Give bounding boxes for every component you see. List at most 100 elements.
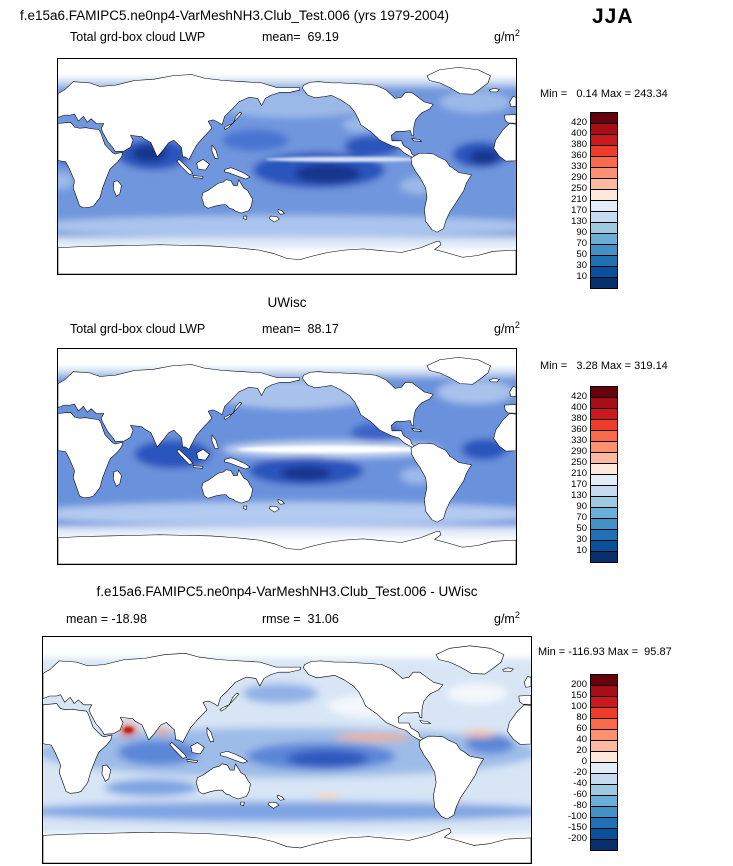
colorbar-tick-label: 130 — [571, 216, 587, 227]
colorbar-tick-label: -150 — [567, 822, 587, 833]
colorbar-cell — [591, 795, 617, 806]
map-difference — [42, 636, 532, 864]
panel1-variable-label: Total grd-box cloud LWP — [70, 30, 206, 44]
colorbar-cell — [591, 441, 617, 452]
panel1-minmax-label: Min = 0.14 Max = 243.34 — [540, 88, 668, 100]
panel3-minmax-label: Min = -116.93 Max = 95.87 — [538, 646, 672, 658]
colorbar-tick-label: 380 — [571, 139, 587, 150]
colorbar-tick-label: 170 — [571, 205, 587, 216]
colorbar-cell — [591, 773, 617, 784]
colorbar-tick-label: 330 — [571, 161, 587, 172]
colorbar-tick-label: 360 — [571, 424, 587, 435]
colorbar-cell — [591, 839, 617, 850]
colorbar-cell — [591, 113, 617, 123]
colorbar-cell — [591, 685, 617, 696]
colorbar-tick-label: -20 — [573, 767, 587, 778]
colorbar-cell — [591, 540, 617, 551]
colorbar-tick-label: 210 — [571, 194, 587, 205]
colorbar-cell — [591, 806, 617, 817]
panel3-colorbar-labels: 200 150 100 80 60 40 20 0 -20 -40 -60 -80 -100 -150 -2… — [557, 674, 587, 851]
colorbar-tick-label: 150 — [571, 690, 587, 701]
colorbar-cell — [591, 387, 617, 397]
colorbar-tick-label: 400 — [571, 128, 587, 139]
panel1-colorbar-cells — [590, 112, 618, 289]
colorbar-tick-label: 250 — [571, 457, 587, 468]
colorbar-tick-label: 380 — [571, 413, 587, 424]
panel1-units-label: g/m2 — [494, 28, 520, 45]
colorbar-cell — [591, 277, 617, 288]
panel1-colorbar: 420 400 380 360 330 290 250 210 170 130 90 70 50 30 10 — [557, 112, 618, 289]
colorbar-tick-label: 130 — [571, 490, 587, 501]
colorbar-cell — [591, 529, 617, 540]
colorbar-tick-label: 60 — [576, 723, 587, 734]
panel3-rmse-label: rmse = 31.06 — [262, 612, 339, 626]
colorbar-cell — [591, 817, 617, 828]
colorbar-cell — [591, 244, 617, 255]
colorbar-cell — [591, 496, 617, 507]
colorbar-tick-label: -200 — [567, 833, 587, 844]
panel2-mean-label: mean= 88.17 — [262, 322, 339, 336]
colorbar-tick-label: 420 — [571, 117, 587, 128]
colorbar-cell — [591, 485, 617, 496]
colorbar-tick-label: 80 — [576, 712, 587, 723]
panel3-colorbar: 200 150 100 80 60 40 20 0 -20 -40 -60 -80 -100 -150 -2… — [557, 674, 618, 851]
colorbar-cell — [591, 211, 617, 222]
map-uwisc-lwp — [57, 348, 517, 565]
colorbar-tick-label: 40 — [576, 734, 587, 745]
colorbar-cell — [591, 189, 617, 200]
colorbar-tick-label: 210 — [571, 468, 587, 479]
colorbar-cell — [591, 707, 617, 718]
colorbar-tick-label: 170 — [571, 479, 587, 490]
colorbar-cell — [591, 266, 617, 277]
colorbar-cell — [591, 675, 617, 685]
colorbar-tick-label: -60 — [573, 789, 587, 800]
map-model-lwp — [57, 58, 517, 275]
colorbar-tick-label: 290 — [571, 172, 587, 183]
colorbar-tick-label: 30 — [576, 534, 587, 545]
colorbar-cell — [591, 145, 617, 156]
colorbar-tick-label: 330 — [571, 435, 587, 446]
colorbar-tick-label: 30 — [576, 260, 587, 271]
colorbar-tick-label: 70 — [576, 512, 587, 523]
colorbar-cell — [591, 397, 617, 408]
colorbar-cell — [591, 463, 617, 474]
colorbar-cell — [591, 156, 617, 167]
panel3-colorbar-cells — [590, 674, 618, 851]
page-title: f.e15a6.FAMIPC5.ne0np4-VarMeshNH3.Club_T… — [20, 8, 449, 23]
colorbar-tick-label: 290 — [571, 446, 587, 457]
colorbar-tick-label: 200 — [571, 679, 587, 690]
colorbar-cell — [591, 233, 617, 244]
panel2-minmax-label: Min = 3.28 Max = 319.14 — [540, 360, 668, 372]
panel2-title: UWisc — [267, 295, 307, 310]
colorbar-cell — [591, 828, 617, 839]
colorbar-cell — [591, 762, 617, 773]
colorbar-tick-label: 90 — [576, 501, 587, 512]
colorbar-cell — [591, 718, 617, 729]
panel3-mean-label: mean = -18.98 — [66, 612, 147, 626]
colorbar-cell — [591, 551, 617, 562]
panel3-units-label: g/m2 — [494, 610, 520, 627]
colorbar-tick-label: 10 — [576, 545, 587, 556]
colorbar-tick-label: 420 — [571, 391, 587, 402]
colorbar-tick-label: 50 — [576, 249, 587, 260]
panel2-colorbar: 420 400 380 360 330 290 250 210 170 130 90 70 50 30 10 — [557, 386, 618, 563]
colorbar-cell — [591, 200, 617, 211]
colorbar-tick-label: 250 — [571, 183, 587, 194]
colorbar-tick-label: 360 — [571, 150, 587, 161]
panel2-units-label: g/m2 — [494, 320, 520, 337]
colorbar-tick-label: 100 — [571, 701, 587, 712]
colorbar-tick-label: 20 — [576, 745, 587, 756]
colorbar-tick-label: -80 — [573, 800, 587, 811]
season-label: JJA — [592, 5, 634, 28]
colorbar-cell — [591, 255, 617, 266]
colorbar-cell — [591, 751, 617, 762]
colorbar-cell — [591, 123, 617, 134]
colorbar-cell — [591, 222, 617, 233]
colorbar-tick-label: 10 — [576, 271, 587, 282]
colorbar-tick-label: 90 — [576, 227, 587, 238]
colorbar-cell — [591, 430, 617, 441]
panel2-colorbar-labels: 420 400 380 360 330 290 250 210 170 130 90 70 50 30 10 — [557, 386, 587, 563]
colorbar-tick-label: -100 — [567, 811, 587, 822]
colorbar-tick-label: 70 — [576, 238, 587, 249]
